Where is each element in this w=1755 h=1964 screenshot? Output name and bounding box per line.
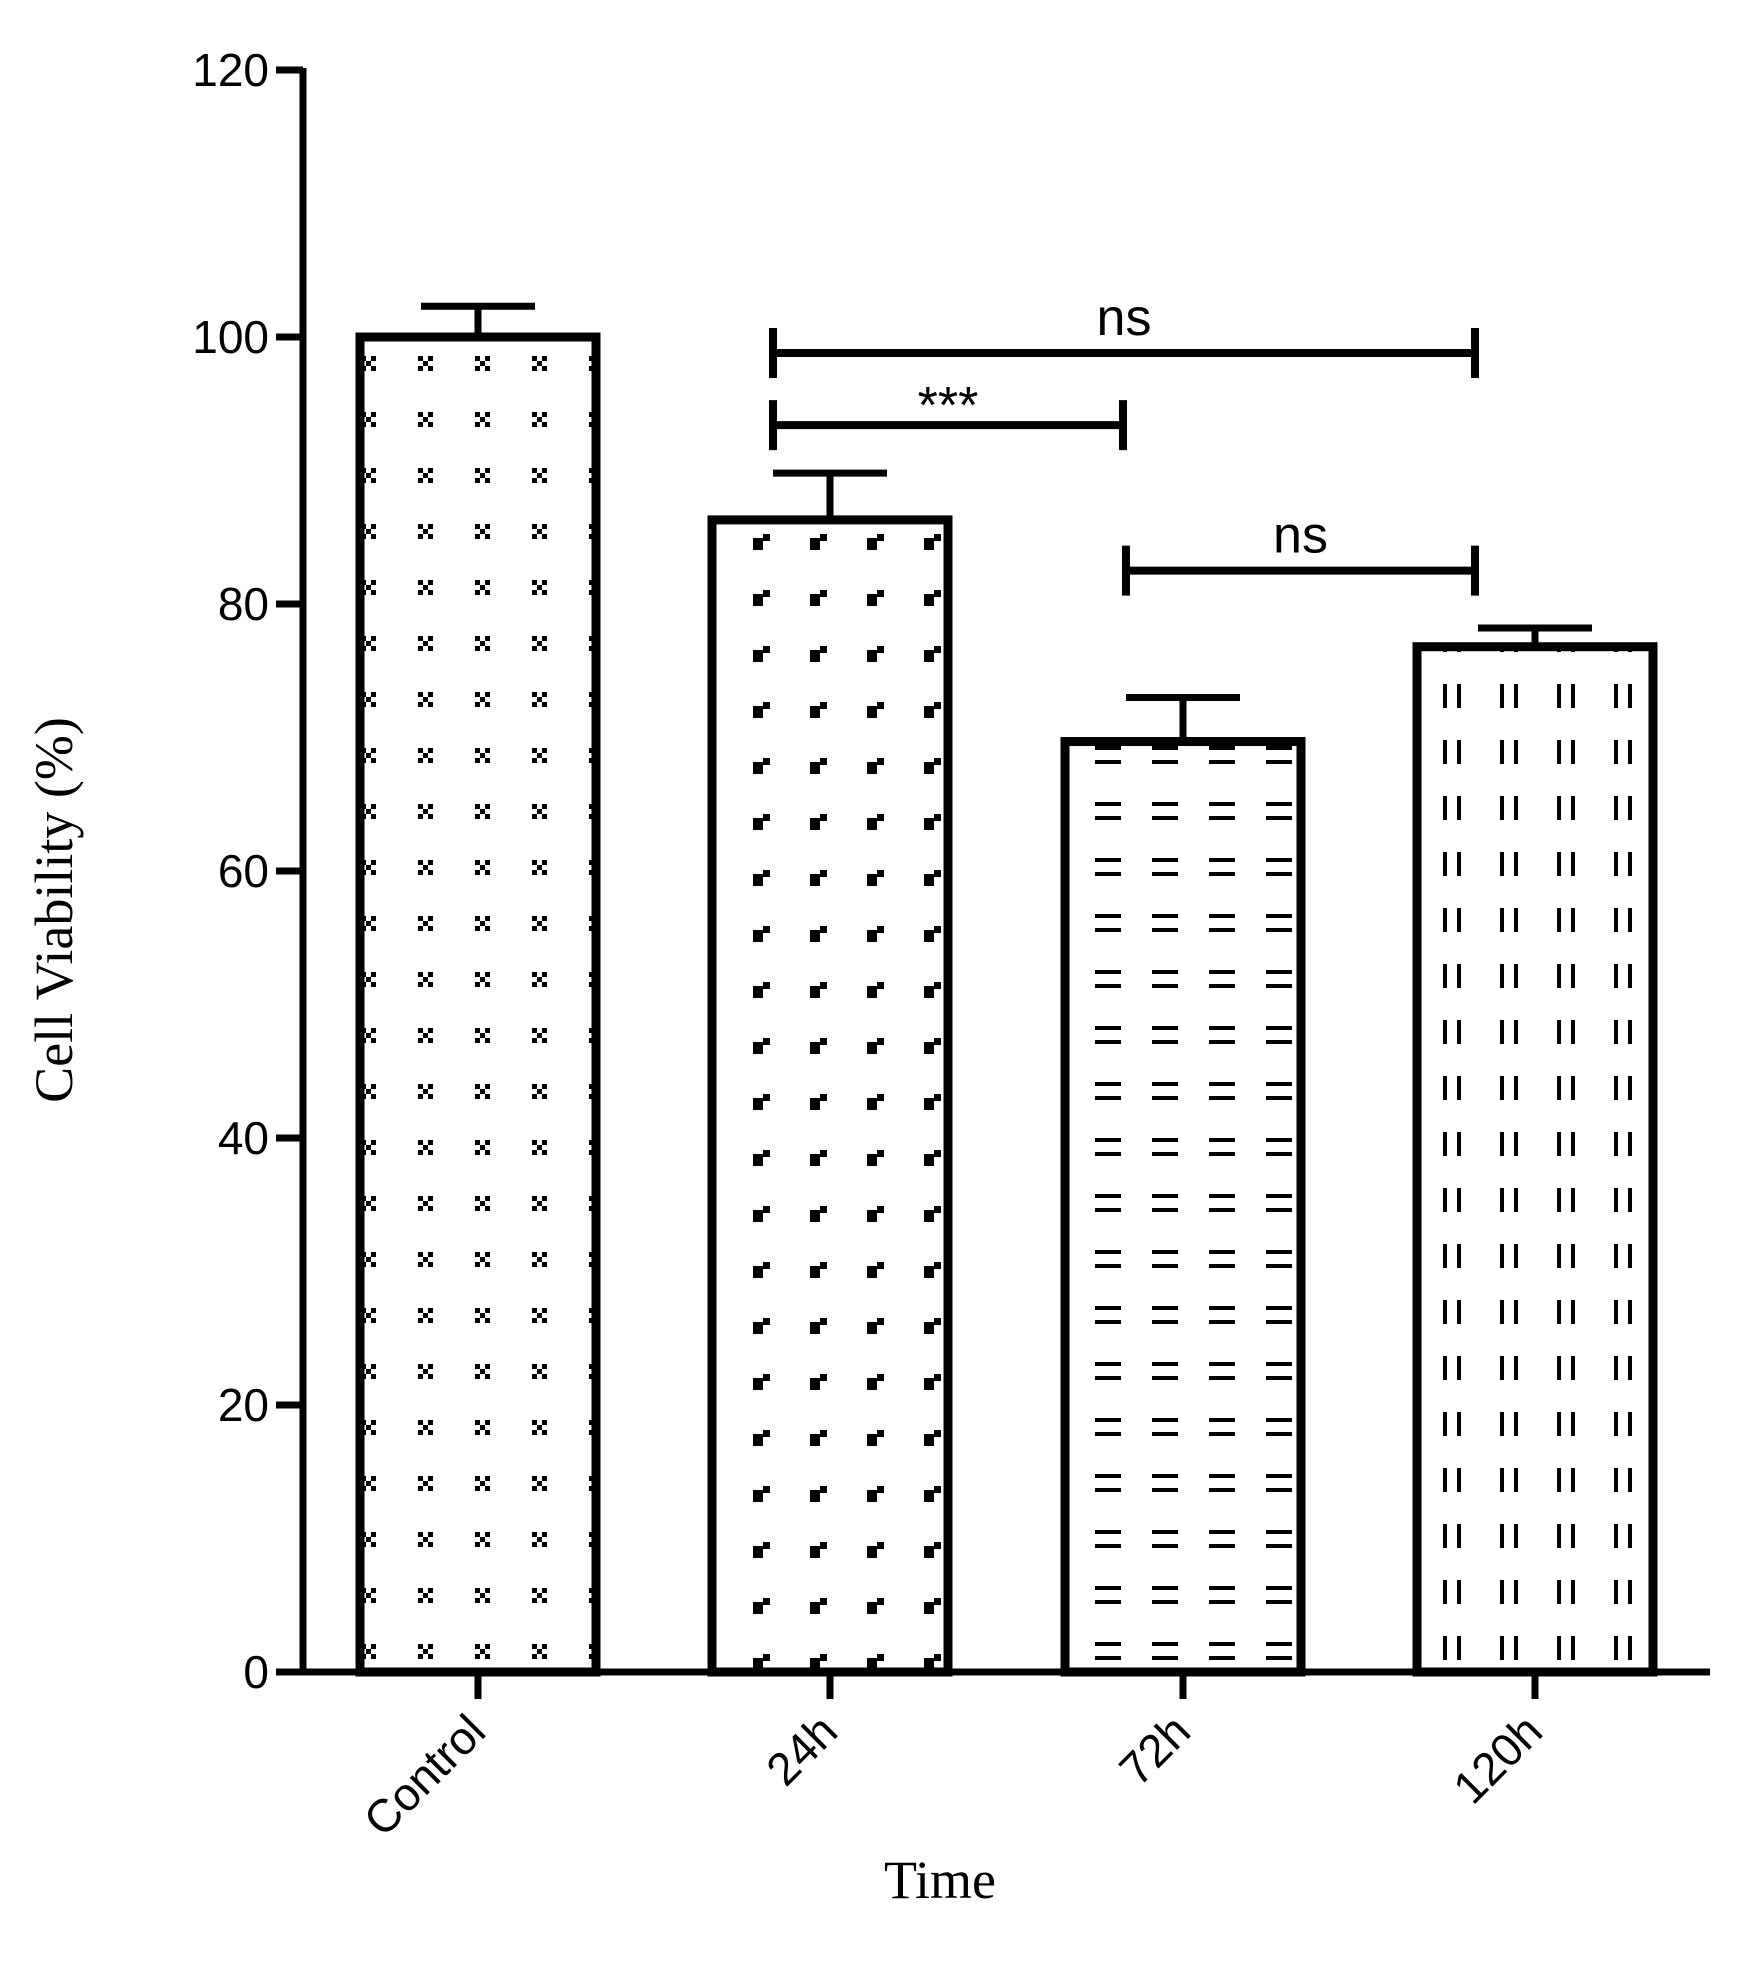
bar-72h [1060, 737, 1306, 1677]
bar-24h [707, 515, 953, 1677]
bar-control [355, 332, 601, 1677]
y-tick-label: 100 [192, 311, 269, 363]
x-axis-title: Time [884, 1850, 996, 1910]
significance-label: *** [918, 377, 979, 435]
significance-label: ns [1097, 289, 1152, 347]
error-bars-group [421, 302, 1592, 742]
y-tick-label: 80 [218, 578, 269, 630]
y-tick-label: 20 [218, 1379, 269, 1431]
y-tick-label: 40 [218, 1112, 269, 1164]
x-tick-label-24h: 24h [756, 1704, 847, 1795]
x-tick-label-72h: 72h [1109, 1704, 1200, 1795]
significance-label: ns [1273, 507, 1328, 565]
y-tick-label: 120 [192, 44, 269, 96]
bars-group [355, 332, 1658, 1677]
bar-120h [1412, 642, 1658, 1677]
y-ticks-group: 0 20 40 60 80 100 120 [192, 44, 303, 1698]
x-ticks-group: Control 24h 72h 120h [353, 1672, 1552, 1846]
y-axis-title: Cell Viability (%) [24, 717, 84, 1103]
x-tick-label-120h: 120h [1443, 1704, 1552, 1813]
y-tick-label: 0 [243, 1646, 269, 1698]
y-tick-label: 60 [218, 845, 269, 897]
x-tick-label-control: Control [353, 1704, 495, 1846]
significance-group: ns *** ns [769, 289, 1479, 596]
